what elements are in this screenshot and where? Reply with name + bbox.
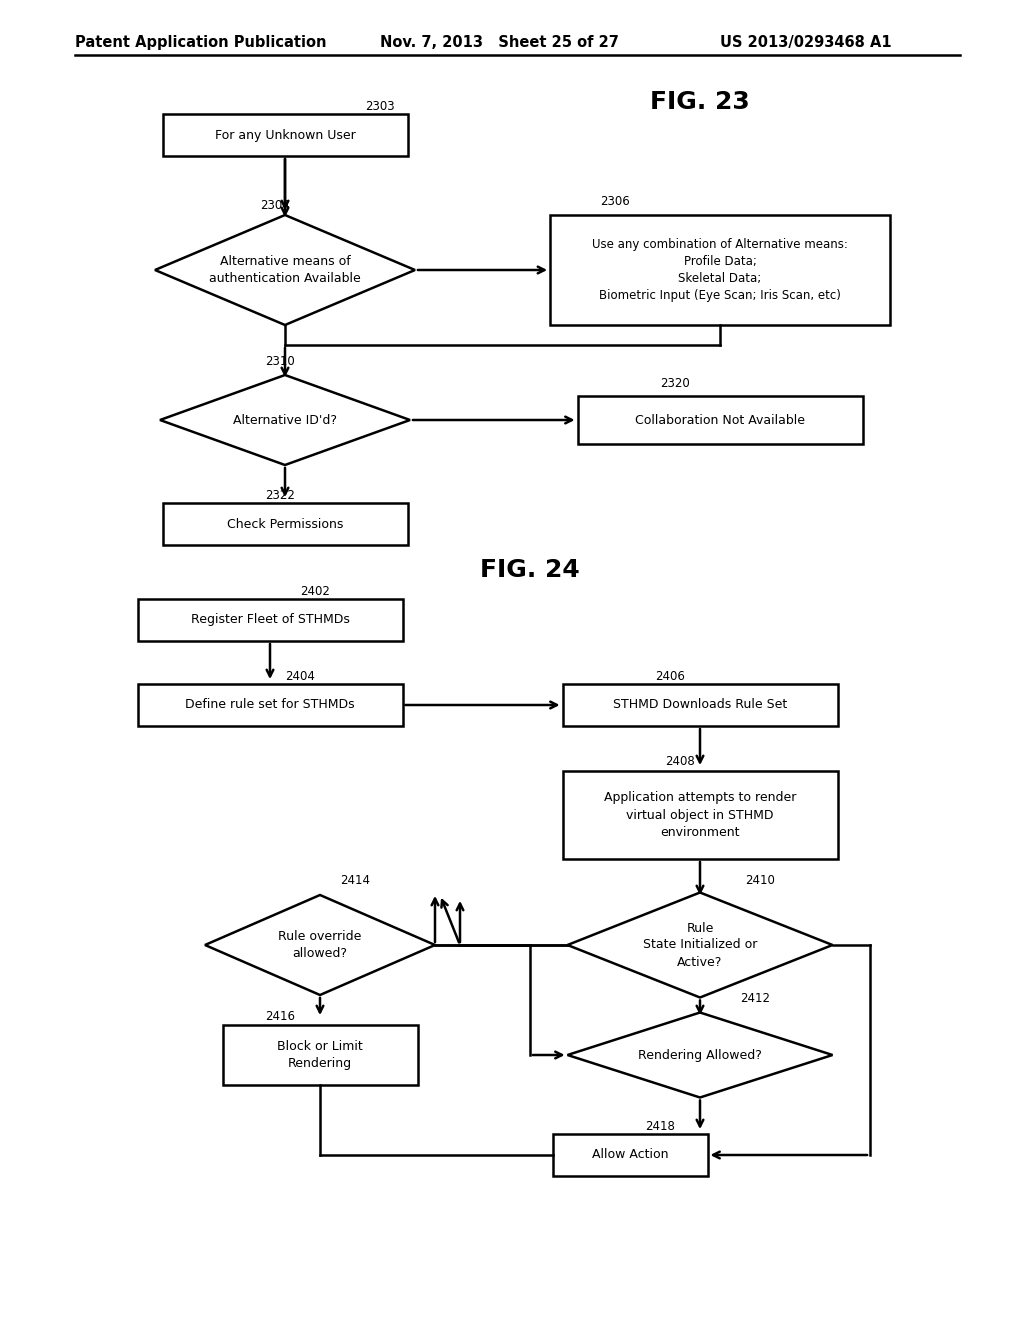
Bar [163,114,408,156]
Text: Allow Action: Allow Action [592,1148,669,1162]
Text: 2306: 2306 [600,195,630,209]
Text: 2402: 2402 [300,585,330,598]
Polygon shape [160,375,410,465]
Polygon shape [567,1012,833,1097]
Text: 2320: 2320 [660,378,690,389]
Text: Block or Limit
Rendering: Block or Limit Rendering [278,1040,362,1071]
Text: 2303: 2303 [365,100,394,114]
Text: Check Permissions: Check Permissions [226,517,343,531]
Text: Rendering Allowed?: Rendering Allowed? [638,1048,762,1061]
Text: 2404: 2404 [285,671,314,682]
Text: 2410: 2410 [745,874,775,887]
Text: STHMD Downloads Rule Set: STHMD Downloads Rule Set [613,698,787,711]
Text: Application attempts to render
virtual object in STHMD
environment: Application attempts to render virtual o… [604,792,797,838]
Bar [553,1134,708,1176]
Text: US 2013/0293468 A1: US 2013/0293468 A1 [720,36,892,50]
Bar [550,215,890,325]
Text: FIG. 23: FIG. 23 [650,90,750,114]
Bar [163,503,408,545]
Text: 2322: 2322 [265,488,295,502]
Text: 2418: 2418 [645,1119,675,1133]
Text: Rule
State Initialized or
Active?: Rule State Initialized or Active? [643,921,757,969]
Polygon shape [205,895,435,995]
Text: Register Fleet of STHMDs: Register Fleet of STHMDs [190,614,349,627]
Text: 2310: 2310 [265,355,295,368]
Text: Nov. 7, 2013   Sheet 25 of 27: Nov. 7, 2013 Sheet 25 of 27 [380,36,618,50]
Bar [562,684,838,726]
Text: 2414: 2414 [340,874,370,887]
Text: Use any combination of Alternative means:
Profile Data;
Skeletal Data;
Biometric: Use any combination of Alternative means… [592,238,848,302]
Text: FIG. 24: FIG. 24 [480,558,580,582]
Bar [137,599,402,642]
Text: 2412: 2412 [740,993,770,1005]
Polygon shape [567,892,833,998]
Text: Define rule set for STHMDs: Define rule set for STHMDs [185,698,354,711]
Text: Collaboration Not Available: Collaboration Not Available [635,413,805,426]
Text: 2304: 2304 [260,199,290,213]
Text: 2408: 2408 [665,755,694,768]
Text: Alternative ID'd?: Alternative ID'd? [233,413,337,426]
Polygon shape [155,215,415,325]
Bar [222,1026,418,1085]
Bar [562,771,838,859]
Text: Rule override
allowed?: Rule override allowed? [279,931,361,960]
Text: 2416: 2416 [265,1010,295,1023]
Text: Patent Application Publication: Patent Application Publication [75,36,327,50]
Text: For any Unknown User: For any Unknown User [215,128,355,141]
Bar [578,396,862,444]
Text: Alternative means of
authentication Available: Alternative means of authentication Avai… [209,255,360,285]
Bar [137,684,402,726]
Text: 2406: 2406 [655,671,685,682]
